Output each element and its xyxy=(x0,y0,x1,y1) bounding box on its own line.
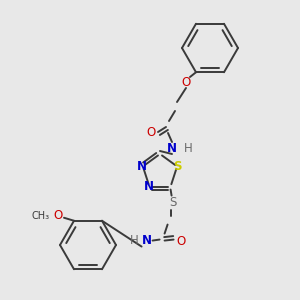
Text: CH₃: CH₃ xyxy=(32,211,50,221)
Text: H: H xyxy=(130,234,139,247)
Text: O: O xyxy=(182,76,190,88)
Text: N: N xyxy=(167,142,177,154)
Text: S: S xyxy=(173,160,182,173)
Text: O: O xyxy=(53,209,63,222)
Text: H: H xyxy=(184,142,192,154)
Text: O: O xyxy=(176,235,185,248)
Text: N: N xyxy=(137,160,147,173)
Text: N: N xyxy=(143,180,153,193)
Text: N: N xyxy=(142,234,152,247)
Text: S: S xyxy=(169,196,176,209)
Text: O: O xyxy=(146,125,156,139)
